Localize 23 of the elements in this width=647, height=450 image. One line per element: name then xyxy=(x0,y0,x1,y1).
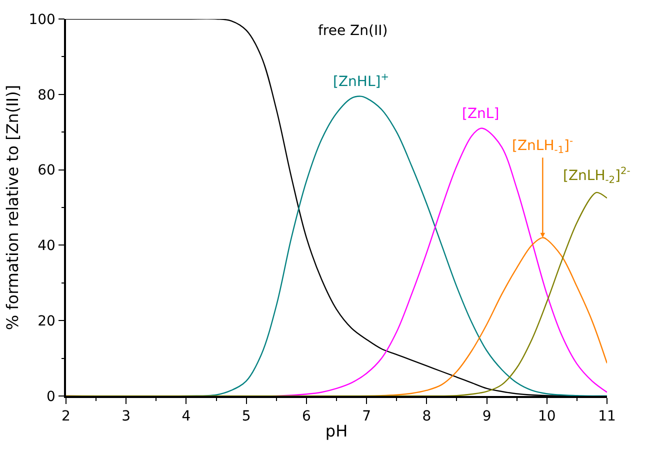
x-tick-label: 10 xyxy=(538,408,556,425)
x-tick-label: 4 xyxy=(182,408,191,425)
y-tick-label: 0 xyxy=(46,388,56,405)
x-tick-label: 6 xyxy=(302,408,311,425)
x-axis-title: pH xyxy=(325,422,348,441)
y-tick-label: 60 xyxy=(38,162,56,179)
x-tick-label: 3 xyxy=(122,408,131,425)
series-label: [ZnL] xyxy=(462,106,500,122)
text: free Zn(II) xyxy=(318,23,388,39)
x-tick-label: 8 xyxy=(422,408,432,425)
y-tick-label: 80 xyxy=(38,87,56,104)
y-tick-label: 40 xyxy=(38,238,56,254)
x-tick-label: 2 xyxy=(62,408,70,425)
x-tick-label: 11 xyxy=(598,408,616,425)
y-tick-label: 100 xyxy=(28,12,56,28)
x-tick-label: 9 xyxy=(482,408,492,425)
annotation: [ZnLH$_{-1}$]$^{-}$ xyxy=(512,136,574,156)
series-label: [ZnLH$_{-2}$]$^{2-}$ xyxy=(563,166,631,186)
series-label: [ZnHL]$^{+}$ xyxy=(333,72,389,90)
y-axis-title: % formation relative to [Zn(II)] xyxy=(3,84,22,330)
y-tick-label: 20 xyxy=(38,314,56,330)
x-tick-label: 5 xyxy=(242,408,251,425)
x-tick-label: 7 xyxy=(362,408,372,425)
